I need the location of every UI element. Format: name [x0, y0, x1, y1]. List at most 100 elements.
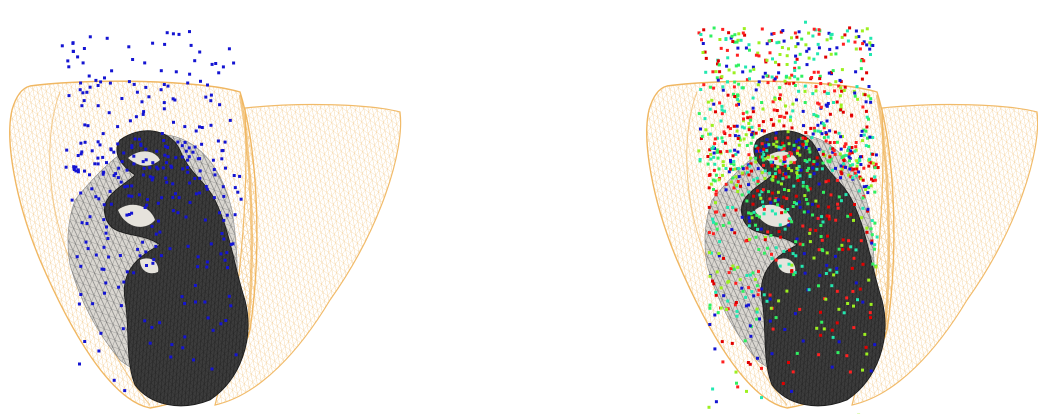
point	[171, 196, 175, 199]
point	[711, 217, 715, 221]
point	[729, 267, 733, 271]
point	[718, 240, 722, 244]
point	[774, 136, 778, 140]
point	[765, 299, 769, 303]
point	[749, 141, 753, 145]
point	[856, 161, 860, 165]
point	[860, 129, 864, 133]
point	[735, 124, 739, 128]
point	[708, 148, 712, 152]
point	[780, 182, 783, 186]
point	[753, 278, 757, 281]
point	[721, 360, 725, 364]
point	[119, 180, 123, 184]
point	[724, 37, 728, 41]
point	[795, 237, 799, 241]
point	[200, 126, 204, 129]
point	[822, 123, 826, 127]
point	[830, 365, 834, 369]
point	[141, 240, 145, 244]
point	[795, 202, 798, 206]
point	[720, 104, 724, 108]
point	[818, 77, 822, 81]
point	[742, 117, 745, 121]
point	[839, 164, 843, 168]
point	[819, 310, 822, 314]
point	[830, 284, 834, 288]
point	[743, 339, 747, 343]
point	[76, 55, 80, 59]
point	[790, 73, 794, 77]
point	[714, 222, 718, 226]
point	[782, 39, 786, 43]
point	[768, 51, 772, 55]
point	[788, 76, 792, 80]
point	[829, 36, 833, 40]
point	[206, 316, 210, 320]
point	[761, 75, 765, 79]
point	[771, 178, 775, 182]
point	[718, 101, 722, 105]
point	[145, 203, 149, 207]
point	[867, 144, 871, 148]
point	[863, 332, 867, 336]
point	[719, 119, 723, 123]
point	[97, 197, 101, 201]
point	[847, 239, 851, 243]
point	[71, 41, 75, 45]
point	[825, 214, 829, 218]
point	[99, 80, 103, 84]
point	[104, 281, 108, 285]
point	[704, 56, 708, 60]
point	[780, 205, 784, 209]
point	[804, 142, 808, 146]
point	[843, 85, 847, 89]
point	[150, 178, 154, 182]
point	[778, 264, 782, 268]
point	[754, 156, 758, 160]
point	[848, 26, 852, 30]
point	[822, 126, 826, 130]
point	[734, 208, 738, 212]
point	[703, 50, 707, 54]
point	[143, 206, 147, 209]
point	[809, 126, 813, 130]
point	[841, 42, 845, 46]
point	[745, 389, 748, 393]
point	[873, 166, 877, 170]
point	[857, 35, 861, 39]
point	[747, 43, 751, 47]
point	[736, 150, 740, 154]
point	[735, 40, 739, 44]
point	[870, 239, 874, 243]
point	[868, 135, 872, 139]
point	[737, 102, 740, 106]
point	[868, 157, 872, 161]
point	[767, 190, 770, 194]
point	[151, 176, 155, 180]
point	[795, 166, 799, 170]
point	[756, 356, 759, 360]
point	[850, 151, 854, 155]
point	[798, 242, 802, 246]
point	[829, 70, 833, 74]
point	[713, 313, 717, 317]
point	[735, 183, 738, 187]
point	[749, 273, 752, 277]
point	[79, 191, 83, 195]
point	[70, 198, 74, 202]
point	[835, 321, 839, 325]
point	[711, 387, 715, 391]
point	[801, 109, 805, 113]
point	[744, 65, 748, 69]
point	[96, 140, 100, 144]
point	[782, 147, 786, 151]
point	[725, 149, 729, 153]
point	[838, 78, 842, 82]
point	[715, 136, 719, 140]
point	[835, 289, 839, 293]
point	[704, 128, 708, 132]
point	[699, 33, 703, 36]
point	[144, 147, 148, 151]
point	[204, 95, 208, 99]
